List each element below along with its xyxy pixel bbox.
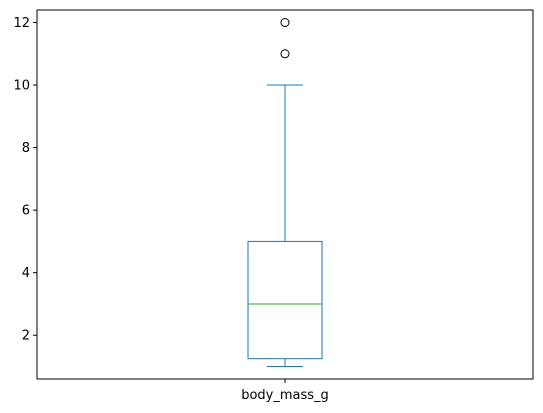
y-tick-label: 2: [22, 329, 30, 344]
y-tick-label: 8: [22, 141, 30, 156]
iqr-box: [247, 240, 323, 360]
y-tick-label: 4: [22, 266, 30, 281]
x-tick-label: body_mass_g: [241, 388, 329, 403]
y-tick-label: 12: [13, 16, 30, 31]
y-axis: 2 4 6 8 10 12: [13, 16, 37, 344]
outlier-point: [280, 49, 290, 59]
y-tick-label: 10: [13, 79, 30, 94]
x-axis: body_mass_g: [241, 379, 329, 403]
box-group: [247, 18, 323, 367]
outlier-point: [280, 18, 290, 28]
y-tick-label: 6: [22, 204, 30, 219]
